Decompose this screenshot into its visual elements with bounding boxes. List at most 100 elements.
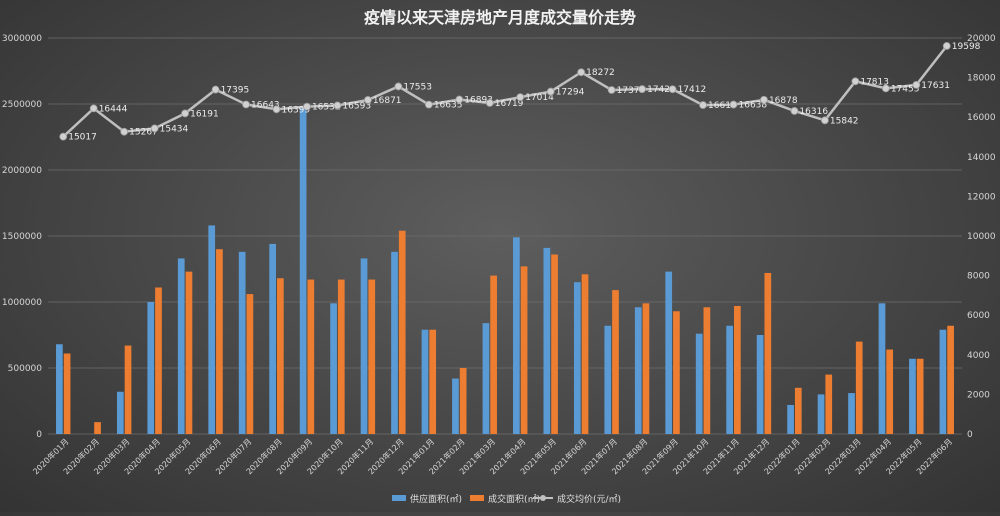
price-data-label: 17395 <box>221 86 250 96</box>
bar-supply-1 <box>56 344 63 434</box>
right-tick-label: 4000 <box>967 351 990 361</box>
bar-supply-18 <box>573 282 581 434</box>
bar-sales-29 <box>916 358 924 434</box>
price-data-label: 15267 <box>129 128 158 138</box>
price-point-23 <box>729 100 738 109</box>
legend-swatch-sales <box>470 495 484 501</box>
bar-supply-27 <box>848 393 855 434</box>
price-point-20 <box>638 85 646 93</box>
bar-supply-20 <box>634 307 642 434</box>
price-data-label: 17553 <box>403 82 432 92</box>
right-tick-label: 18000 <box>967 74 996 84</box>
bar-sales-25 <box>794 387 802 434</box>
bar-sales-28 <box>886 349 894 434</box>
bar-supply-15 <box>482 323 490 434</box>
price-data-label: 17455 <box>891 84 920 94</box>
price-point-15 <box>485 99 494 107</box>
price-point-12 <box>394 82 403 91</box>
price-point-6 <box>211 85 220 94</box>
price-data-label: 16635 <box>434 101 463 111</box>
bar-sales-3 <box>124 345 132 434</box>
price-data-label: 16399 <box>282 105 311 115</box>
bar-sales-12 <box>398 230 406 434</box>
left-tick-label: 2500000 <box>2 100 42 110</box>
price-point-16 <box>516 93 525 102</box>
bar-sales-1 <box>63 353 71 434</box>
bar-supply-19 <box>604 325 612 434</box>
left-tick-label: 3000000 <box>2 34 42 44</box>
price-point-7 <box>242 100 250 109</box>
right-tick-label: 10000 <box>967 232 996 242</box>
bar-supply-6 <box>208 225 216 434</box>
bar-supply-10 <box>330 303 337 434</box>
bar-supply-11 <box>360 258 368 434</box>
bar-sales-23 <box>734 305 741 434</box>
price-data-label: 16593 <box>342 101 371 111</box>
right-axis-ticks: 0 2000 4000 6000 8000 10000 12000 14000 16000 180… <box>967 34 996 440</box>
price-point-11 <box>363 96 372 104</box>
bar-supply-29 <box>909 358 916 434</box>
bar-supply-14 <box>452 378 459 434</box>
price-point-4 <box>150 124 159 133</box>
bar-sales-17 <box>551 254 558 434</box>
price-point-25 <box>790 107 799 115</box>
legend-label-sales: 成交面积(㎡) <box>488 493 540 505</box>
bar-sales-27 <box>855 341 863 434</box>
price-point-2 <box>89 104 98 113</box>
bar-supply-4 <box>147 302 155 434</box>
bar-supply-8 <box>269 243 276 434</box>
left-tick-label: 0 <box>36 430 42 440</box>
price-data-label: 17294 <box>556 88 585 98</box>
bar-supply-9 <box>299 106 307 434</box>
price-data-label: 16613 <box>708 101 737 111</box>
price-point-27 <box>851 77 860 86</box>
price-point-9 <box>303 102 311 111</box>
price-data-label: 17813 <box>860 77 889 87</box>
legend-label-supply: 供应面积(㎡) <box>410 493 462 505</box>
left-tick-label: 2000000 <box>2 166 42 176</box>
bar-supply-30 <box>939 329 947 434</box>
price-data-label: 17421 <box>647 85 676 95</box>
bar-sales-11 <box>368 279 376 434</box>
right-tick-label: 14000 <box>967 153 996 163</box>
x-axis-ticks: 2020年01月2020年02月2020年03月2020年04月2020年05月… <box>31 436 955 476</box>
legend-swatch-supply <box>392 495 406 501</box>
price-data-label: 16643 <box>251 100 280 110</box>
price-data-label: 17631 <box>921 81 950 91</box>
price-point-14 <box>455 95 464 104</box>
bar-sales-30 <box>947 325 954 434</box>
price-point-18 <box>577 68 586 77</box>
price-data-label: 17014 <box>525 93 554 103</box>
bar-sales-8 <box>277 278 284 434</box>
left-tick-label: 1500000 <box>2 232 42 242</box>
right-tick-label: 0 <box>967 430 973 440</box>
right-tick-label: 16000 <box>967 113 996 123</box>
price-data-label: 18272 <box>586 68 615 78</box>
bar-sales-6 <box>216 249 223 434</box>
bar-supply-28 <box>878 303 886 434</box>
bar-supply-3 <box>116 391 124 434</box>
bar-supply-25 <box>787 404 794 434</box>
bar-sales-4 <box>155 287 162 434</box>
price-data-label: 17373 <box>617 86 646 96</box>
price-data-label: 16191 <box>190 109 219 119</box>
price-point-5 <box>181 109 190 118</box>
left-tick-label: 1000000 <box>2 298 42 308</box>
price-point-10 <box>333 101 342 110</box>
price-point-21 <box>668 85 677 94</box>
bar-sales-7 <box>246 294 254 434</box>
price-point-8 <box>272 105 281 114</box>
bar-sales-15 <box>490 275 497 434</box>
bar-supply-16 <box>513 237 520 434</box>
price-point-26 <box>821 116 829 125</box>
bar-sales-19 <box>612 290 619 434</box>
price-data-label: 17412 <box>678 85 707 95</box>
right-tick-label: 12000 <box>967 192 996 202</box>
bar-supply-12 <box>391 251 398 434</box>
bar-sales-9 <box>307 279 315 434</box>
bar-sales-2 <box>94 422 101 434</box>
bar-sales-26 <box>825 374 833 434</box>
right-tick-label: 6000 <box>967 311 990 321</box>
